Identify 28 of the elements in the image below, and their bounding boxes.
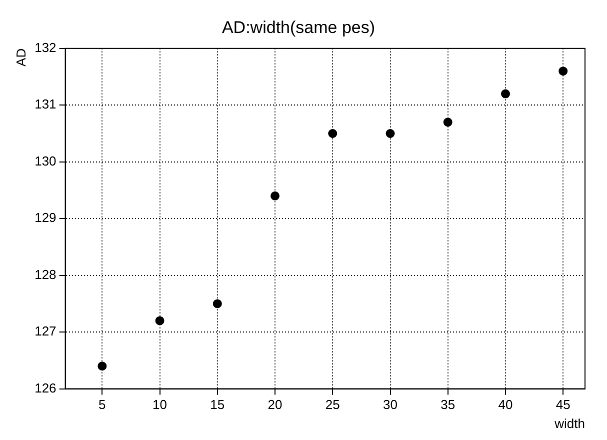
x-tick-label: 45	[556, 397, 570, 412]
y-axis-title: AD	[13, 48, 28, 66]
x-tick-label: 40	[498, 397, 513, 412]
y-tick-label: 131	[34, 96, 56, 112]
x-tick-label: 25	[325, 397, 340, 412]
y-tick-label: 129	[34, 210, 56, 226]
y-tick-label: 130	[34, 153, 56, 168]
point	[500, 89, 510, 98]
x-tick-label: 35	[440, 397, 456, 412]
x-axis-title: width	[554, 416, 585, 431]
y-tick-label: 126	[34, 380, 56, 396]
point	[270, 191, 280, 200]
point	[212, 299, 222, 308]
y-tick-label: 128	[34, 266, 56, 282]
x-tick-label: 30	[383, 397, 398, 412]
point	[98, 362, 107, 371]
x-tick-label: 15	[210, 397, 225, 412]
point	[443, 118, 452, 127]
point	[558, 66, 568, 76]
x-tick-label: 5	[98, 397, 106, 412]
x-tick-label: 20	[268, 397, 282, 412]
chart-title: AD:width(same pes)	[222, 18, 376, 37]
point	[386, 129, 395, 138]
x-tick-label: 10	[152, 397, 168, 412]
y-tick-label: 132	[34, 40, 56, 55]
point	[155, 316, 164, 326]
y-tick-label: 127	[34, 324, 56, 339]
point	[328, 129, 338, 138]
